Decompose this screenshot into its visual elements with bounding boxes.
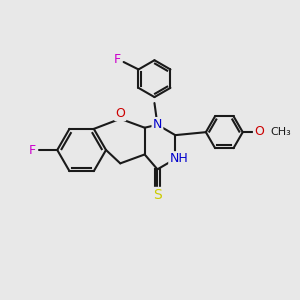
Text: F: F bbox=[28, 143, 36, 157]
Text: S: S bbox=[153, 188, 162, 202]
Text: NH: NH bbox=[169, 152, 188, 165]
Text: O: O bbox=[115, 107, 125, 120]
Text: CH₃: CH₃ bbox=[270, 127, 291, 137]
Text: F: F bbox=[113, 53, 121, 66]
Text: N: N bbox=[153, 118, 162, 131]
Text: O: O bbox=[254, 125, 264, 138]
